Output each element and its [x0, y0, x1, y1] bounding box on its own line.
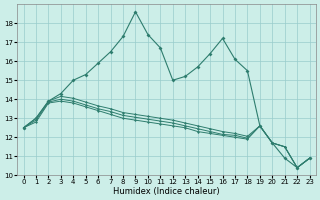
X-axis label: Humidex (Indice chaleur): Humidex (Indice chaleur): [113, 187, 220, 196]
